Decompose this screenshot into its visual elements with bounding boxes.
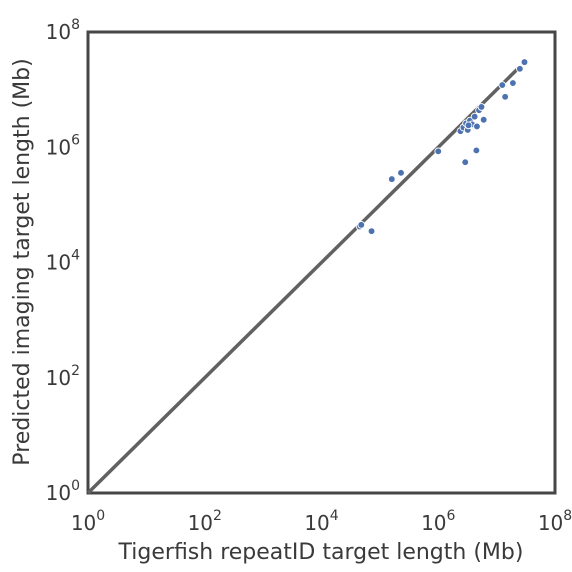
data-point-3 [387,175,396,183]
identity-line [86,65,522,495]
y-tick-label-1: 102 [46,363,80,390]
data-point-15 [477,103,486,111]
data-point-1 [357,221,366,229]
data-point-20 [498,81,507,89]
y-tick-label-0: 100 [46,478,80,505]
data-point-23 [516,64,524,73]
x-tick-label-1: 102 [188,508,222,535]
x-tick-label-3: 106 [421,508,455,535]
data-point-19 [472,146,481,155]
data-point-22 [509,79,517,87]
data-point-4 [397,168,405,177]
data-point-5 [434,147,443,156]
data-point-17 [464,121,473,130]
y-tick-label-2: 104 [46,248,80,275]
data-point-13 [473,122,481,131]
data-point-2 [367,227,376,235]
x-tick-label-2: 104 [304,508,338,535]
y-axis-label: Predicted imaging target length (Mb) [10,58,35,465]
x-tick-label-0: 100 [71,508,105,535]
data-point-16 [479,115,488,124]
x-axis-label: Tigerfish repeatID target length (Mb) [118,540,524,565]
data-point-12 [470,112,479,121]
data-point-21 [501,92,510,101]
x-tick-label-4: 108 [538,508,572,535]
y-tick-label-4: 108 [46,17,80,44]
y-tick-label-3: 106 [46,132,80,159]
data-point-24 [520,58,529,66]
data-point-18 [461,158,470,167]
